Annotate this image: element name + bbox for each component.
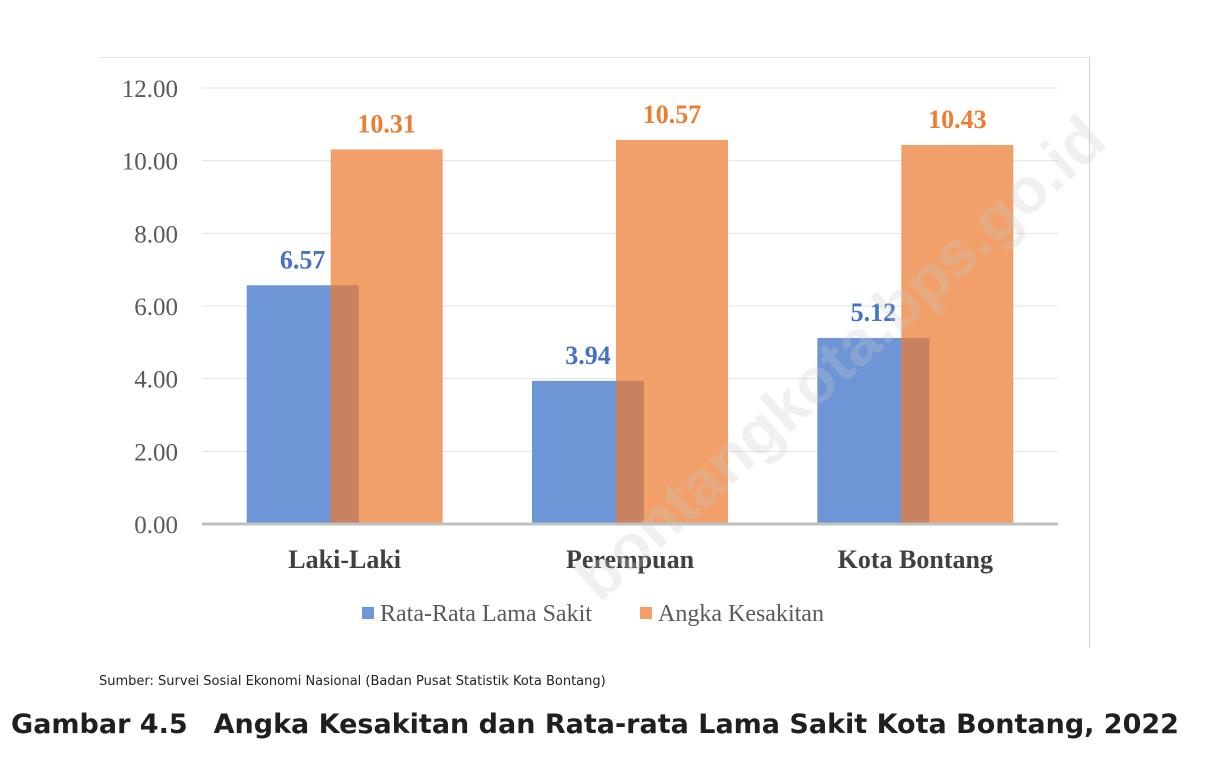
figure-title: Angka Kesakitan dan Rata-rata Lama Sakit… <box>213 709 1179 740</box>
data-label: 10.57 <box>643 100 702 129</box>
legend-swatch <box>640 607 652 619</box>
data-label: 10.43 <box>928 105 987 134</box>
bars <box>246 139 1014 525</box>
y-axis-tick-labels: 0.00 2.00 4.00 6.00 8.00 10.00 12.00 <box>122 76 178 539</box>
category-labels: Laki-Laki Perempuan Kota Bontang <box>288 545 993 574</box>
category-label: Perempuan <box>566 545 695 574</box>
y-tick-label: 8.00 <box>134 221 178 248</box>
y-tick-label: 0.00 <box>134 512 178 539</box>
y-tick-label: 2.00 <box>134 439 178 466</box>
figure-caption: Gambar 4.5 Angka Kesakitan dan Rata-rata … <box>0 707 1190 743</box>
data-label: 6.57 <box>280 245 326 274</box>
category-label: Kota Bontang <box>838 545 993 574</box>
y-tick-label: 12.00 <box>122 76 178 103</box>
bar-overlap <box>901 337 930 524</box>
bar-overlap <box>330 285 359 524</box>
data-label: 5.12 <box>851 298 897 327</box>
y-tick-label: 4.00 <box>134 367 178 394</box>
legend: Rata-Rata Lama Sakit Angka Kesakitan <box>362 601 824 627</box>
bar-overlap <box>616 380 644 524</box>
legend-label: Angka Kesakitan <box>658 601 824 627</box>
data-label: 10.31 <box>357 109 416 138</box>
legend-label: Rata-Rata Lama Sakit <box>380 601 592 627</box>
legend-swatch <box>362 607 374 619</box>
y-tick-label: 10.00 <box>122 149 178 176</box>
data-label: 3.94 <box>565 341 611 370</box>
bar-chart: 0.00 2.00 4.00 6.00 8.00 10.00 12.00 Laki-Laki… <box>122 76 1058 627</box>
data-labels: 6.57 10.31 3.94 10.57 5.12 10.43 <box>280 100 987 370</box>
source-note: Sumber: Survei Sosial Ekonomi Nasional (… <box>99 674 606 689</box>
chart-frame: 0.00 2.00 4.00 6.00 8.00 10.00 12.00 Laki-Laki… <box>98 57 1090 648</box>
figure-number: Gambar 4.5 <box>11 709 188 740</box>
y-tick-label: 6.00 <box>134 294 178 321</box>
category-label: Laki-Laki <box>288 545 401 574</box>
